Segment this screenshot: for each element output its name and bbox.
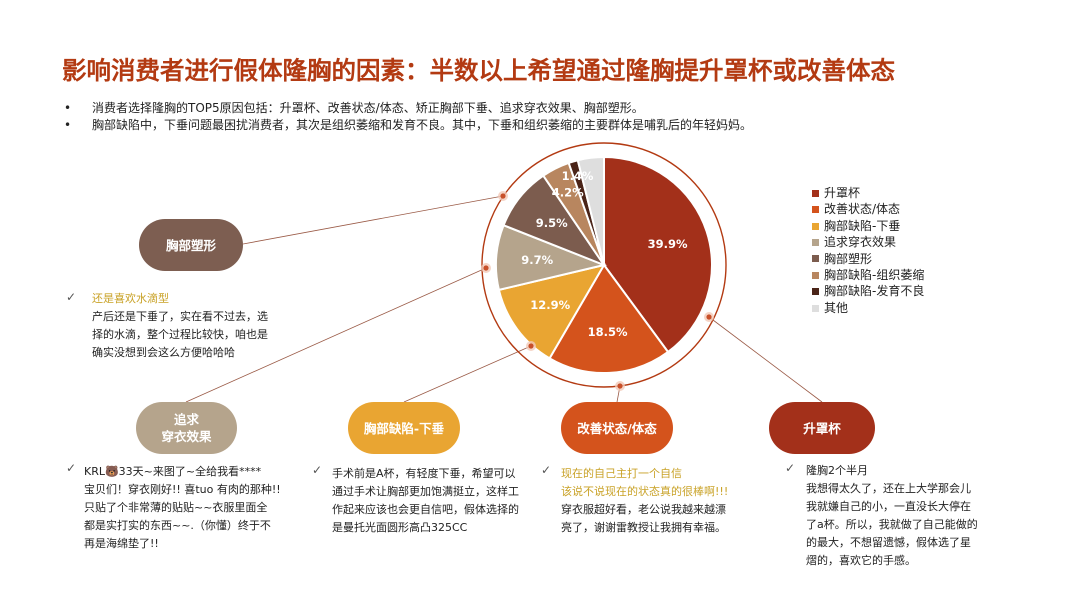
- summary-bullets: • 消费者选择隆胸的TOP5原因包括：升罩杯、改善状态/体态、矫正胸部下垂、追求穿…: [64, 100, 752, 134]
- legend-swatch: [812, 189, 819, 197]
- legend-label: 胸部缺陷-发育不良: [824, 284, 925, 299]
- pie-slice-label-1: 18.5%: [588, 325, 628, 339]
- chart-legend: 升罩杯改善状态/体态 胸部缺陷-下垂 追求穿衣效果 胸部塑形胸部缺陷-组织萎缩 胸部缺陷…: [812, 185, 924, 316]
- check-icon: ✓: [312, 463, 323, 477]
- pie-slice-1: [548, 263, 670, 374]
- pill-dressing-effect: 追求 穿衣效果: [136, 402, 237, 454]
- legend-label: 升罩杯: [824, 186, 861, 200]
- quote-shaping: 还是喜欢水滴型 产后还是下垂了，实在看不过去，选 择的水滴，整个过程比较快，咱也…: [92, 292, 268, 359]
- legend-swatch: [812, 304, 819, 312]
- legend-label: 胸部缺陷-下垂: [824, 218, 901, 233]
- legend-swatch: [812, 271, 819, 279]
- pill-breast-shaping: 胸部塑形: [139, 219, 243, 271]
- bullet-1: • 消费者选择隆胸的TOP5原因包括：升罩杯、改善状态/体态、矫正胸部下垂、追求穿…: [64, 101, 644, 115]
- legend-label: 胸部缺陷-组织萎缩: [824, 268, 925, 283]
- pie-slice-label-2: 12.9%: [530, 298, 570, 312]
- ring-dot-3: [617, 383, 623, 389]
- page-title: 影响消费者进行假体隆胸的因素：半数以上希望通过隆胸提升罩杯或改善体态: [62, 56, 895, 85]
- check-icon: ✓: [785, 461, 796, 475]
- quote-posture: 现在的自己主打一个自信 该说不说现在的状态真的很棒啊!!! 穿衣服超好看，老公说…: [561, 467, 729, 534]
- ring-dot-0: [500, 193, 506, 199]
- check-icon: ✓: [66, 461, 77, 475]
- legend-swatch: [812, 255, 819, 263]
- pie-slice-label-3: 9.7%: [521, 253, 553, 267]
- connector-line-2: [403, 345, 532, 403]
- legend-item: 其他: [812, 300, 924, 316]
- ring-dot-2: [528, 343, 534, 349]
- connector-line-4: [708, 316, 823, 403]
- pie-slice-label-6: 1.4%: [562, 169, 594, 183]
- bullet-2: • 胸部缺陷中，下垂问题最困扰消费者，其次是组织萎缩和发育不良。其中，下垂和组织萎…: [64, 118, 753, 132]
- pill-posture: 改善状态/体态: [561, 402, 673, 454]
- legend-label: 追求穿衣效果: [824, 235, 897, 250]
- legend-swatch: [812, 238, 819, 246]
- check-icon: ✓: [541, 463, 552, 477]
- pie-slice-label-5: 4.2%: [552, 186, 584, 200]
- ring-dot-1: [483, 265, 489, 271]
- pie-slice-label-4: 9.5%: [536, 216, 568, 230]
- connector-line-0: [242, 195, 504, 245]
- pill-sagging: 胸部缺陷-下垂: [348, 402, 460, 454]
- legend-swatch: [812, 288, 819, 296]
- legend-label: 其他: [824, 300, 849, 315]
- quote-sagging: 手术前是A杯，有轻度下垂，希望可以 通过手术让胸部更加饱满挺立，这样工 作起来应…: [332, 467, 519, 534]
- pie-slice-2: [497, 263, 607, 360]
- check-icon: ✓: [66, 290, 77, 304]
- legend-label: 胸部塑形: [824, 251, 873, 266]
- quote-dressing: KRL🐻33天~来图了~全给我看**** 宝贝们！穿衣刚好!! 喜tuo 有肉的…: [84, 465, 281, 550]
- legend-item: 胸部缺陷-下垂: [812, 218, 924, 234]
- pie-slice-0: [603, 155, 713, 354]
- pie-slice-labels: 39.9% 18.5% 12.9% 9.7% 9.5% 4.2% 1.4%: [521, 169, 688, 339]
- ring-dot-4: [706, 314, 712, 320]
- legend-item: 胸部缺陷-组织萎缩: [812, 267, 924, 283]
- legend-label: 改善状态/体态: [824, 202, 901, 217]
- legend-item: 改善状态/体态: [812, 201, 924, 217]
- pie-slices: [495, 155, 713, 374]
- pie-slice-7: [576, 155, 605, 266]
- legend-swatch: [812, 206, 819, 214]
- legend-item: 升罩杯: [812, 185, 924, 201]
- connector-line-1: [185, 267, 487, 403]
- legend-swatch: [812, 222, 819, 230]
- legend-item: 胸部缺陷-发育不良: [812, 283, 924, 299]
- quote-cup: 隆胸2个半月 我想得太久了，还在上大学那会儿 我就嫌自己的小，一直没长大停在 了…: [806, 464, 978, 567]
- legend-item: 追求穿衣效果: [812, 234, 924, 250]
- legend-item: 胸部塑形: [812, 251, 924, 267]
- ring-dots: [481, 191, 714, 391]
- pill-cup-size: 升罩杯: [769, 402, 875, 454]
- pie-slice-label-0: 39.9%: [648, 237, 688, 251]
